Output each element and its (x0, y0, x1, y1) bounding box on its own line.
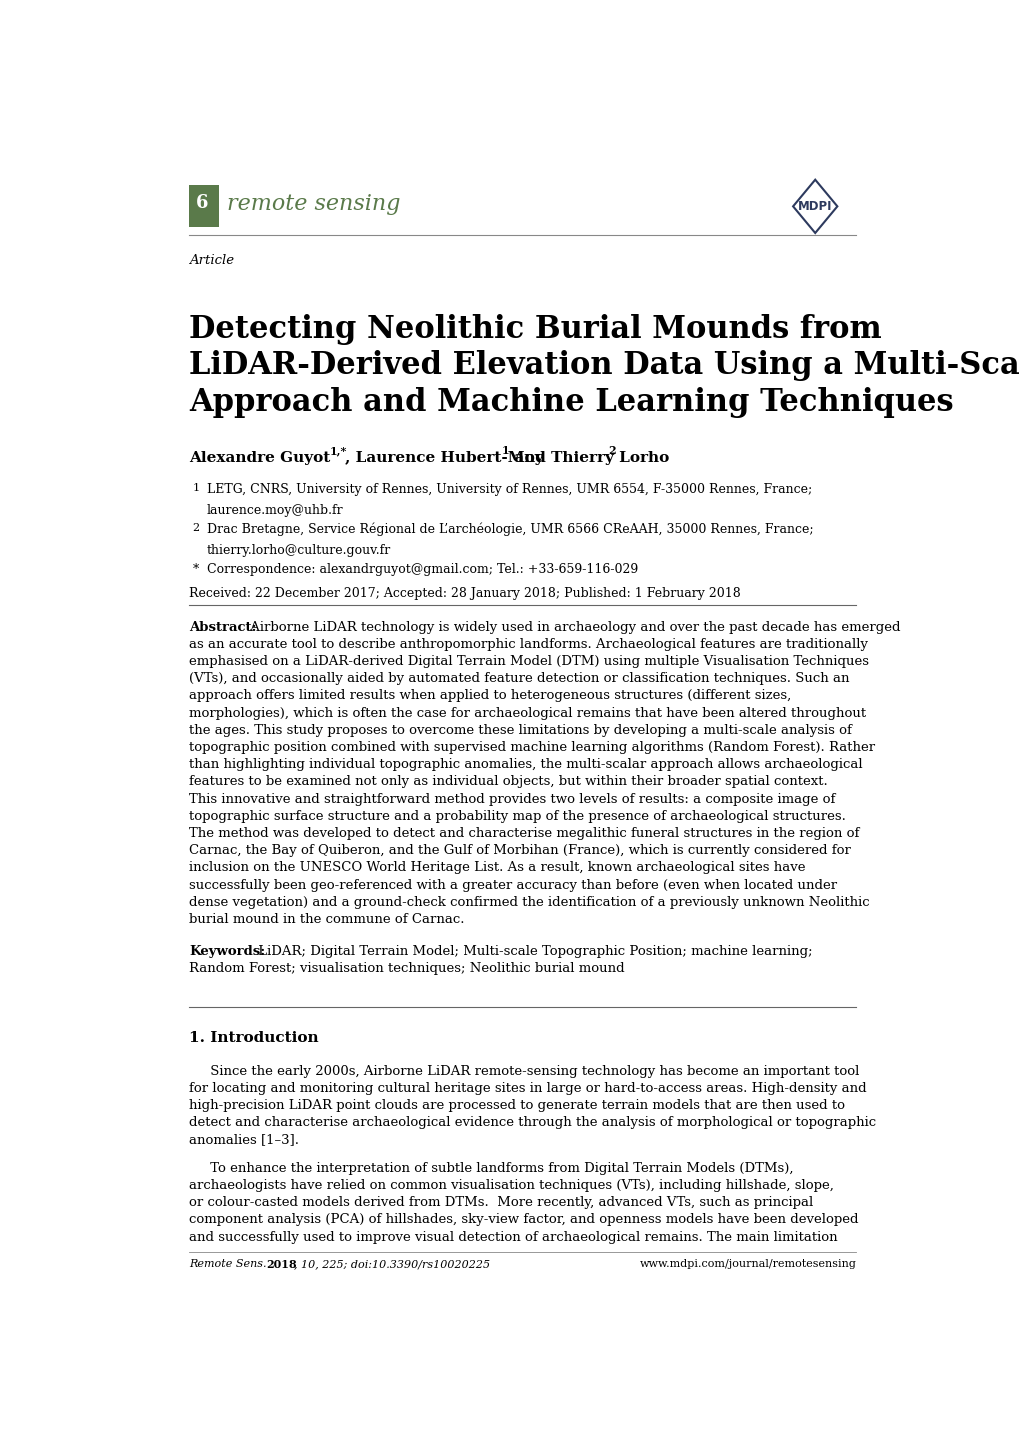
Text: detect and characterise archaeological evidence through the analysis of morpholo: detect and characterise archaeological e… (189, 1116, 875, 1129)
Text: for locating and monitoring cultural heritage sites in large or hard-to-access a: for locating and monitoring cultural her… (189, 1082, 866, 1094)
Text: and Thierry Lorho: and Thierry Lorho (508, 450, 674, 464)
Text: Detecting Neolithic Burial Mounds from
LiDAR-Derived Elevation Data Using a Mult: Detecting Neolithic Burial Mounds from L… (189, 314, 1019, 418)
Text: 1. Introduction: 1. Introduction (189, 1031, 319, 1045)
Text: Since the early 2000s, Airborne LiDAR remote-sensing technology has become an im: Since the early 2000s, Airborne LiDAR re… (189, 1064, 859, 1077)
Text: Random Forest; visualisation techniques; Neolithic burial mound: Random Forest; visualisation techniques;… (189, 962, 625, 975)
Text: as an accurate tool to describe anthropomorphic landforms. Archaeological featur: as an accurate tool to describe anthropo… (189, 637, 867, 650)
Text: *: * (193, 562, 199, 575)
Text: This innovative and straightforward method provides two levels of results: a com: This innovative and straightforward meth… (189, 793, 835, 806)
Text: 1: 1 (501, 446, 508, 456)
Text: To enhance the interpretation of subtle landforms from Digital Terrain Models (D: To enhance the interpretation of subtle … (189, 1162, 793, 1175)
Text: MDPI: MDPI (797, 200, 832, 213)
Text: and successfully used to improve visual detection of archaeological remains. The: and successfully used to improve visual … (189, 1230, 837, 1243)
Text: thierry.lorho@culture.gouv.fr: thierry.lorho@culture.gouv.fr (206, 544, 390, 557)
Text: Alexandre Guyot: Alexandre Guyot (189, 450, 335, 464)
Text: than highlighting individual topographic anomalies, the multi-scalar approach al: than highlighting individual topographic… (189, 758, 862, 771)
Text: , Laurence Hubert-Moy: , Laurence Hubert-Moy (344, 450, 548, 464)
Text: remote sensing: remote sensing (227, 193, 400, 215)
Text: LETG, CNRS, University of Rennes, University of Rennes, UMR 6554, F-35000 Rennes: LETG, CNRS, University of Rennes, Univer… (206, 483, 811, 496)
Text: features to be examined not only as individual objects, but within their broader: features to be examined not only as indi… (189, 776, 827, 789)
Text: Article: Article (189, 254, 234, 267)
Text: or colour-casted models derived from DTMs.  More recently, advanced VTs, such as: or colour-casted models derived from DTM… (189, 1197, 812, 1210)
Text: 2: 2 (607, 446, 615, 456)
Text: topographic surface structure and a probability map of the presence of archaeolo: topographic surface structure and a prob… (189, 810, 845, 823)
Text: approach offers limited results when applied to heterogeneous structures (differ: approach offers limited results when app… (189, 689, 791, 702)
Text: component analysis (PCA) of hillshades, sky-view factor, and openness models hav: component analysis (PCA) of hillshades, … (189, 1213, 858, 1227)
Text: Received: 22 December 2017; Accepted: 28 January 2018; Published: 1 February 201: Received: 22 December 2017; Accepted: 28… (189, 587, 740, 600)
Text: LiDAR; Digital Terrain Model; Multi-scale Topographic Position; machine learning: LiDAR; Digital Terrain Model; Multi-scal… (254, 945, 812, 957)
FancyBboxPatch shape (189, 185, 219, 228)
Text: topographic position combined with supervised machine learning algorithms (Rando: topographic position combined with super… (189, 741, 874, 754)
Text: Drac Bretagne, Service Régional de L’archéologie, UMR 6566 CReAAH, 35000 Rennes,: Drac Bretagne, Service Régional de L’arc… (206, 523, 812, 536)
Text: successfully been geo-referenced with a greater accuracy than before (even when : successfully been geo-referenced with a … (189, 878, 837, 891)
Text: 1,*: 1,* (329, 446, 346, 456)
Text: dense vegetation) and a ground-check confirmed the identification of a previousl: dense vegetation) and a ground-check con… (189, 895, 869, 908)
Text: Keywords:: Keywords: (189, 945, 265, 957)
Text: anomalies [1–3].: anomalies [1–3]. (189, 1133, 299, 1146)
Text: Correspondence: alexandrguyot@gmail.com; Tel.: +33-659-116-029: Correspondence: alexandrguyot@gmail.com;… (206, 562, 637, 575)
Text: emphasised on a LiDAR-derived Digital Terrain Model (DTM) using multiple Visuali: emphasised on a LiDAR-derived Digital Te… (189, 655, 868, 668)
Text: Abstract:: Abstract: (189, 620, 257, 633)
Text: high-precision LiDAR point clouds are processed to generate terrain models that : high-precision LiDAR point clouds are pr… (189, 1099, 845, 1112)
Text: Remote Sens.: Remote Sens. (189, 1259, 270, 1269)
Text: laurence.moy@uhb.fr: laurence.moy@uhb.fr (206, 503, 342, 516)
Text: the ages. This study proposes to overcome these limitations by developing a mult: the ages. This study proposes to overcom… (189, 724, 851, 737)
Text: 1: 1 (193, 483, 200, 493)
Text: inclusion on the UNESCO World Heritage List. As a result, known archaeological s: inclusion on the UNESCO World Heritage L… (189, 861, 805, 874)
Text: archaeologists have relied on common visualisation techniques (VTs), including h: archaeologists have relied on common vis… (189, 1180, 834, 1193)
Text: 6: 6 (196, 195, 208, 212)
Text: Airborne LiDAR technology is widely used in archaeology and over the past decade: Airborne LiDAR technology is widely used… (246, 620, 900, 633)
Text: Carnac, the Bay of Quiberon, and the Gulf of Morbihan (France), which is current: Carnac, the Bay of Quiberon, and the Gul… (189, 844, 850, 857)
Text: burial mound in the commune of Carnac.: burial mound in the commune of Carnac. (189, 913, 465, 926)
Text: 2018: 2018 (266, 1259, 297, 1270)
Text: morphologies), which is often the case for archaeological remains that have been: morphologies), which is often the case f… (189, 707, 865, 720)
Text: The method was developed to detect and characterise megalithic funeral structure: The method was developed to detect and c… (189, 828, 859, 841)
Text: 2: 2 (193, 523, 200, 532)
Text: (VTs), and occasionally aided by automated feature detection or classification t: (VTs), and occasionally aided by automat… (189, 672, 849, 685)
Text: www.mdpi.com/journal/remotesensing: www.mdpi.com/journal/remotesensing (639, 1259, 856, 1269)
Text: , 10, 225; doi:10.3390/rs10020225: , 10, 225; doi:10.3390/rs10020225 (293, 1259, 489, 1269)
